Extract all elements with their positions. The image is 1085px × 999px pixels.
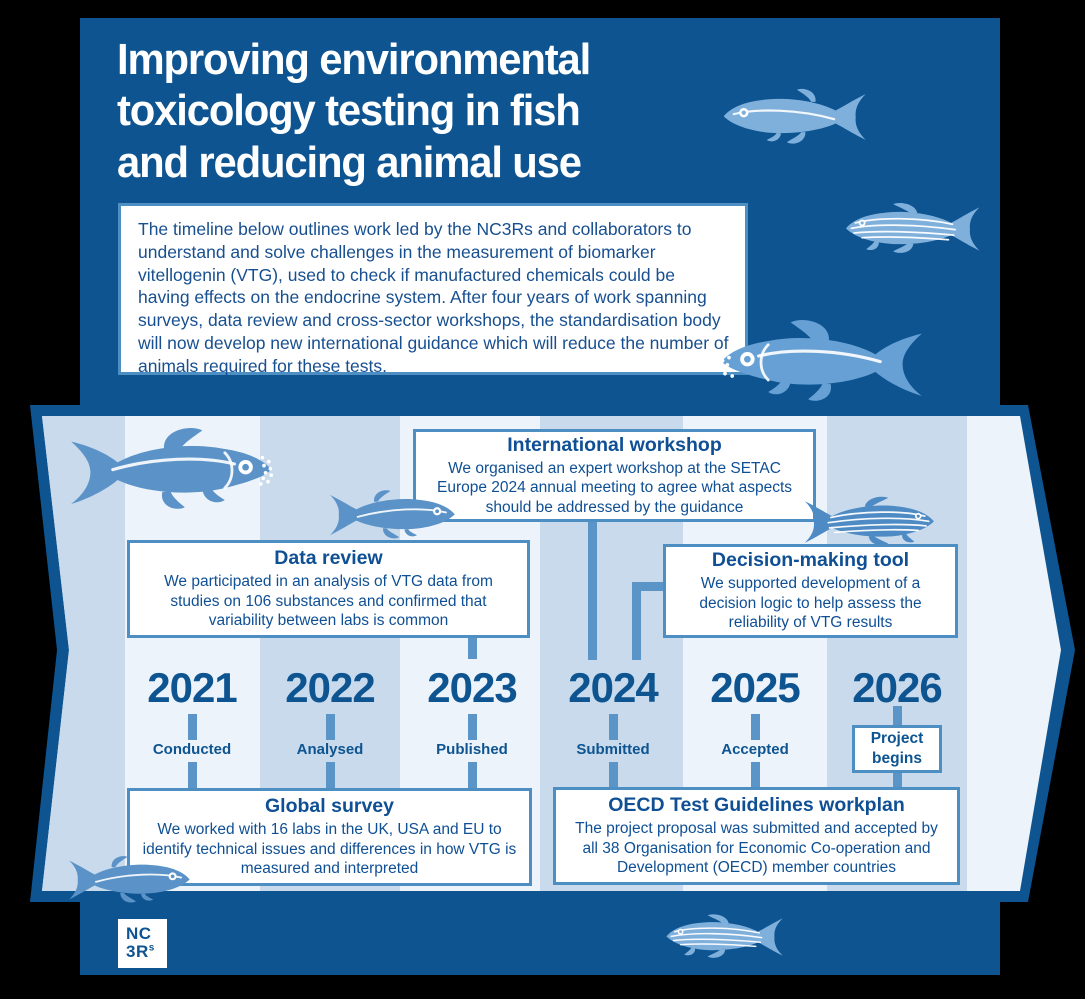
event-box-international-workshop: International workshop We organised an e… <box>413 429 816 522</box>
project-begins-box: Project begins <box>852 725 942 773</box>
event-title: Global survey <box>265 795 394 818</box>
tick-2021 <box>188 714 197 740</box>
tick-2026 <box>893 706 902 726</box>
minnow-fish-icon <box>69 426 275 511</box>
event-box-oecd-workplan: OECD Test Guidelines workplan The projec… <box>553 787 960 885</box>
year-label-2022: 2022 <box>285 664 375 711</box>
connector-2023-survey <box>468 762 477 789</box>
event-box-data-review: Data review We participated in an analys… <box>127 540 530 638</box>
tick-2024 <box>609 714 618 740</box>
event-body: We supported development of a decision l… <box>699 575 922 632</box>
tick-2023 <box>468 714 477 740</box>
medaka-fish-icon <box>68 855 191 904</box>
logo-line-3rs: 3Rs <box>126 941 155 961</box>
connector-decision-horizontal <box>632 582 664 591</box>
logo-line-nc: NC <box>126 924 152 943</box>
footer-panel <box>80 895 1000 975</box>
event-body: We worked with 16 labs in the UK, USA an… <box>142 821 517 878</box>
event-title: OECD Test Guidelines workplan <box>608 794 905 817</box>
status-label-analysed: Analysed <box>296 741 364 758</box>
title-line: and reducing animal use <box>117 137 582 187</box>
title-line: toxicology testing in fish <box>117 86 581 136</box>
event-title: Decision-making tool <box>711 549 910 572</box>
year-label-2026: 2026 <box>852 664 942 711</box>
event-body: We organised an expert workshop at the S… <box>436 459 793 516</box>
intro-text: The timeline below outlines work led by … <box>138 219 729 376</box>
event-body: We participated in an analysis of VTG da… <box>164 573 493 630</box>
tick-2025 <box>751 714 760 740</box>
zebrafish-icon <box>845 202 981 254</box>
year-label-2025: 2025 <box>710 664 800 711</box>
status-label-project-begins: Project begins <box>870 729 924 767</box>
year-label-2021: 2021 <box>147 664 237 711</box>
year-label-2024: 2024 <box>568 664 658 711</box>
tick-2022 <box>326 714 335 740</box>
status-label-accepted: Accepted <box>721 741 789 758</box>
status-label-submitted: Submitted <box>576 741 650 758</box>
connector-2026-oecd <box>893 771 902 788</box>
zebrafish-icon <box>803 495 935 546</box>
connector-2024-oecd <box>609 762 618 788</box>
connector-2022-survey <box>326 762 335 789</box>
connector-datareview-2023 <box>468 637 477 659</box>
event-body: The project proposal was submitted and a… <box>575 820 938 877</box>
connector-2021-survey <box>188 762 197 789</box>
medaka-fish-icon <box>722 87 867 145</box>
event-title: International workshop <box>507 433 722 456</box>
connector-2025-oecd <box>751 762 760 788</box>
nc3rs-logo: NC 3Rs <box>118 919 167 968</box>
title-line: Improving environmental <box>117 35 591 84</box>
status-label-published: Published <box>436 741 508 758</box>
event-box-decision-making-tool: Decision-making tool We supported develo… <box>663 544 958 638</box>
connector-workshop-2024 <box>588 521 597 660</box>
year-label-2023: 2023 <box>427 664 517 711</box>
status-label-conducted: Conducted <box>152 741 232 758</box>
minnow-fish-icon <box>718 318 924 403</box>
connector-decision-vertical <box>632 582 641 660</box>
intro-box: The timeline below outlines work led by … <box>118 203 748 376</box>
event-box-global-survey: Global survey We worked with 16 labs in … <box>127 788 532 886</box>
page-title: Improving environmental toxicology testi… <box>117 34 744 188</box>
event-title: Data review <box>274 547 383 570</box>
medaka-fish-icon <box>329 489 456 540</box>
zebrafish-icon <box>665 913 784 959</box>
